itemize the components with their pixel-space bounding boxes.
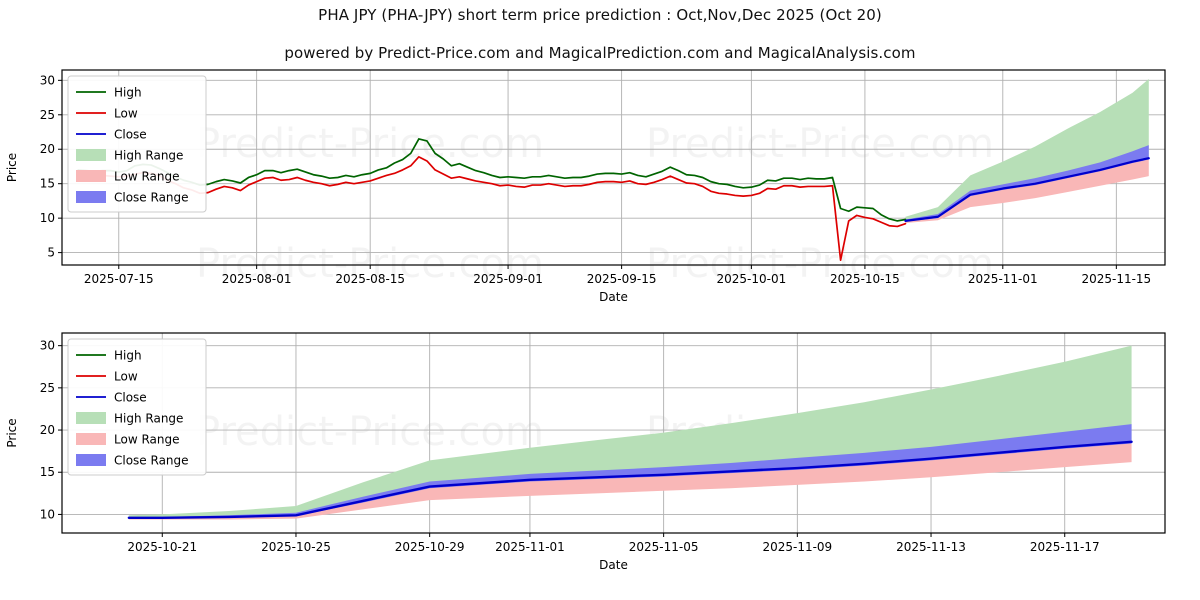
y-tick-label: 5 [47, 246, 55, 260]
plot-frame [61, 332, 1166, 534]
x-tick-label: 2025-11-09 [762, 540, 832, 554]
legend: High Low Close High Range Low Range Close Ran… [67, 75, 207, 213]
plot-area [77, 78, 1150, 262]
x-tick-label: 2025-11-17 [1030, 540, 1100, 554]
legend-item[interactable]: High Range [76, 149, 183, 163]
legend-item[interactable]: Close Range [76, 454, 189, 468]
legend-band-swatch [76, 149, 106, 161]
page-title: PHA JPY (PHA-JPY) short term price predi… [318, 6, 882, 24]
x-tick-label: 2025-11-01 [968, 272, 1038, 286]
forecast-detail-chart-panel: Predict-Price.comPredict-Price.com101520… [0, 325, 1200, 600]
legend-band-swatch [76, 191, 106, 203]
watermark-text: Predict-Price.com [646, 241, 994, 287]
overview-chart-svg-wrap: Predict-Price.comPredict-Price.comPredic… [0, 62, 1200, 317]
legend-item-label: Close Range [114, 191, 189, 205]
x-tick-label: 2025-11-01 [495, 540, 565, 554]
legend-item[interactable]: Close [76, 391, 147, 405]
x-axis-label: Date [599, 290, 628, 304]
x-tick-label: 2025-09-01 [473, 272, 543, 286]
watermark-text: Predict-Price.com [646, 121, 994, 167]
watermark-text: Predict-Price.com [196, 409, 544, 455]
x-tick-label: 2025-10-15 [830, 272, 900, 286]
legend-item-label: High Range [114, 149, 183, 163]
legend-band-swatch [76, 454, 106, 466]
x-tick-label: 2025-11-05 [629, 540, 699, 554]
y-tick-label: 25 [40, 108, 55, 122]
forecast-detail-chart: Predict-Price.comPredict-Price.com101520… [5, 332, 1166, 572]
legend-item-label: High Range [114, 412, 183, 426]
legend-item-label: Low [114, 107, 138, 121]
legend-item-label: Close [114, 128, 147, 142]
legend-item[interactable]: High [76, 349, 142, 363]
legend-item-label: Low [114, 370, 138, 384]
y-tick-label: 20 [40, 423, 55, 437]
y-axis-label: Price [5, 418, 19, 447]
legend-band-swatch [76, 412, 106, 424]
plot-area [127, 345, 1133, 520]
plot-frame [61, 69, 1166, 266]
x-tick-label: 2025-08-01 [222, 272, 292, 286]
legend-item[interactable]: Low Range [76, 433, 179, 447]
legend-item-label: Close Range [114, 454, 189, 468]
close-range-band [128, 424, 1132, 519]
forecast-detail-chart-svg-wrap: Predict-Price.comPredict-Price.com101520… [0, 325, 1200, 600]
low-line [77, 155, 907, 262]
legend-item-label: Low Range [114, 433, 179, 447]
x-tick-label: 2025-11-13 [896, 540, 966, 554]
y-tick-label: 10 [40, 211, 55, 225]
y-tick-label: 30 [40, 73, 55, 87]
watermark-group: Predict-Price.comPredict-Price.comPredic… [196, 121, 994, 287]
legend-item-label: Close [114, 391, 147, 405]
overview-chart-panel: Predict-Price.comPredict-Price.comPredic… [0, 62, 1200, 317]
low-range-band [128, 441, 1132, 520]
overview-chart: Predict-Price.comPredict-Price.comPredic… [5, 69, 1166, 304]
legend-item[interactable]: Close [76, 128, 147, 142]
x-tick-label: 2025-10-29 [395, 540, 465, 554]
axes: 5 10 15 20 25 30 2025-07-15 2025-08-01 2025-08-1… [5, 73, 1151, 304]
x-tick-label: 2025-08-15 [335, 272, 405, 286]
high-range-band [905, 78, 1149, 221]
legend: High Low Close High Range Low Range Close Ran… [67, 338, 207, 476]
legend-item[interactable]: Low Range [76, 170, 179, 184]
y-tick-label: 25 [40, 381, 55, 395]
x-tick-label: 2025-09-15 [587, 272, 657, 286]
y-tick-label: 20 [40, 142, 55, 156]
x-axis-label: Date [599, 558, 628, 572]
x-tick-label: 2025-07-15 [84, 272, 154, 286]
legend-item-label: High [114, 349, 142, 363]
legend-item[interactable]: Close Range [76, 191, 189, 205]
legend-item-label: Low Range [114, 170, 179, 184]
y-tick-label: 10 [40, 507, 55, 521]
legend-item[interactable]: Low [76, 370, 138, 384]
axes: 10 15 20 25 30 2025-10-21 2025-10-25 2025-10-29… [5, 339, 1100, 572]
low-range-band [905, 158, 1149, 223]
legend-band-swatch [76, 170, 106, 182]
high-range-band [128, 345, 1132, 518]
legend-item[interactable]: High Range [76, 412, 183, 426]
legend-item[interactable]: High [76, 86, 142, 100]
y-axis-label: Price [5, 153, 19, 182]
x-tick-label: 2025-10-01 [717, 272, 787, 286]
high-line [77, 138, 907, 222]
x-tick-label: 2025-10-25 [261, 540, 331, 554]
y-tick-label: 15 [40, 177, 55, 191]
y-tick-label: 15 [40, 465, 55, 479]
legend-item[interactable]: Low [76, 107, 138, 121]
legend-item-label: High [114, 86, 142, 100]
close-line [127, 440, 1133, 520]
close-range-band [905, 145, 1149, 222]
legend-band-swatch [76, 433, 106, 445]
page-subtitle: powered by Predict-Price.com and Magical… [284, 44, 916, 62]
x-tick-label: 2025-10-21 [127, 540, 197, 554]
y-tick-label: 30 [40, 339, 55, 353]
close-line [904, 157, 1150, 222]
x-tick-label: 2025-11-15 [1081, 272, 1151, 286]
